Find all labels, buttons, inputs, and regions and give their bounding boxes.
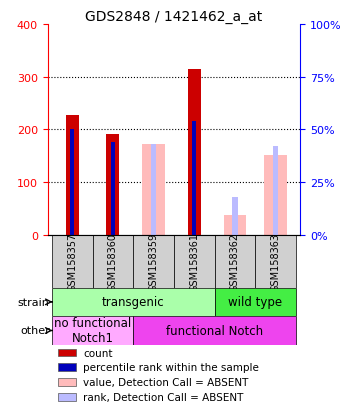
Text: count: count bbox=[83, 348, 113, 358]
Bar bbox=[143, 145, 165, 235]
Bar bbox=[52, 288, 214, 316]
Text: other: other bbox=[20, 326, 50, 336]
Text: wild type: wild type bbox=[228, 296, 282, 309]
Bar bbox=[58, 394, 76, 401]
Text: no functional
Notch1: no functional Notch1 bbox=[54, 317, 131, 345]
Title: GDS2848 / 1421462_a_at: GDS2848 / 1421462_a_at bbox=[85, 10, 263, 24]
Text: GSM158363: GSM158363 bbox=[271, 232, 281, 291]
Text: transgenic: transgenic bbox=[102, 296, 164, 309]
Bar bbox=[265, 155, 287, 235]
Bar bbox=[255, 235, 296, 288]
Text: GSM158361: GSM158361 bbox=[189, 232, 199, 291]
Bar bbox=[70, 130, 74, 235]
Text: percentile rank within the sample: percentile rank within the sample bbox=[83, 362, 259, 373]
Text: GSM158362: GSM158362 bbox=[230, 232, 240, 291]
Text: rank, Detection Call = ABSENT: rank, Detection Call = ABSENT bbox=[83, 392, 243, 402]
Bar bbox=[52, 235, 92, 288]
Bar bbox=[58, 378, 76, 386]
Bar bbox=[174, 235, 214, 288]
Bar bbox=[58, 349, 76, 356]
Bar bbox=[92, 235, 133, 288]
Bar bbox=[66, 115, 79, 235]
Bar bbox=[224, 215, 246, 235]
Bar bbox=[106, 134, 119, 235]
Bar bbox=[273, 147, 278, 235]
Text: GSM158359: GSM158359 bbox=[149, 232, 159, 291]
Bar bbox=[133, 235, 174, 288]
Text: value, Detection Call = ABSENT: value, Detection Call = ABSENT bbox=[83, 377, 249, 387]
Bar bbox=[58, 363, 76, 371]
Text: GSM158357: GSM158357 bbox=[67, 232, 77, 291]
Bar bbox=[192, 121, 196, 235]
Bar bbox=[151, 145, 156, 235]
Bar bbox=[214, 235, 255, 288]
Bar bbox=[188, 70, 201, 235]
Text: functional Notch: functional Notch bbox=[166, 324, 263, 337]
Bar bbox=[52, 316, 133, 345]
Text: strain: strain bbox=[18, 297, 50, 307]
Text: GSM158360: GSM158360 bbox=[108, 232, 118, 291]
Bar bbox=[111, 142, 115, 235]
Bar bbox=[214, 288, 296, 316]
Bar bbox=[232, 197, 238, 235]
Bar bbox=[133, 316, 296, 345]
